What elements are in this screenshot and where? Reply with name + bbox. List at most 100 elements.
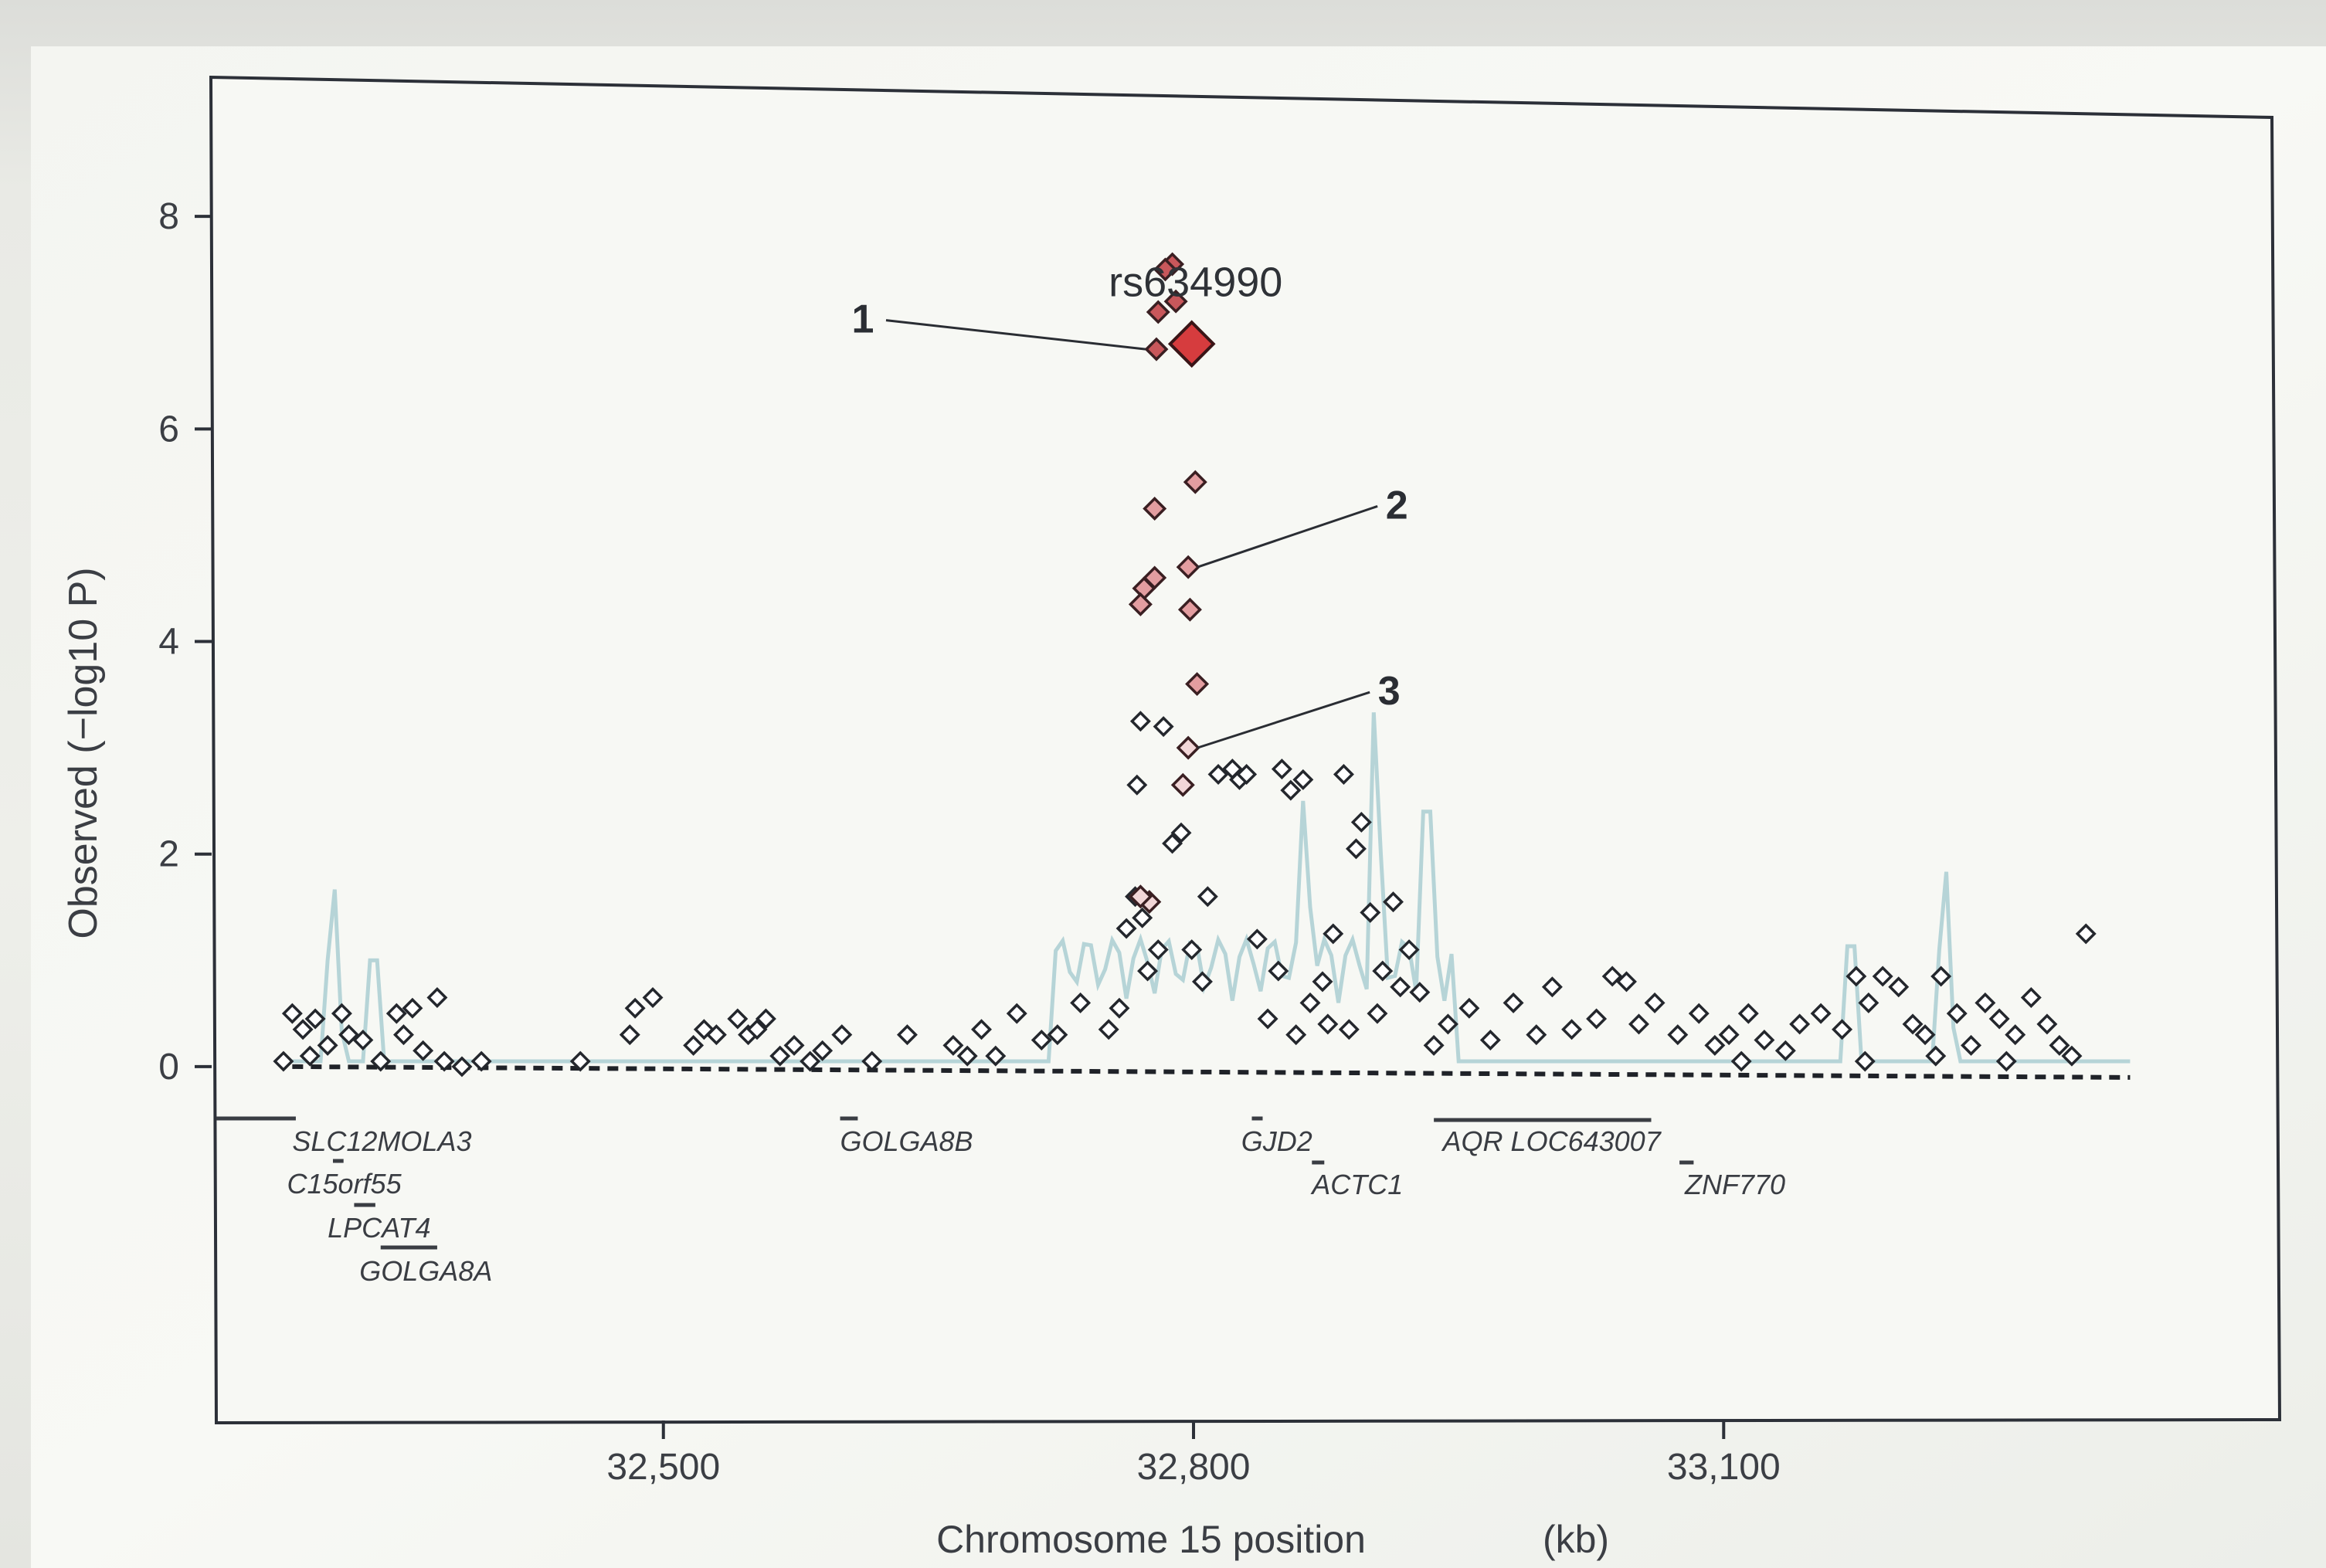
snp-point xyxy=(1902,1013,1924,1035)
snp-point xyxy=(1360,901,1381,923)
snp-point xyxy=(352,1030,374,1050)
snp-point xyxy=(385,1003,407,1024)
snp-point xyxy=(299,1045,321,1067)
highlighted-snp-point xyxy=(1143,565,1167,590)
gene-label: GOLGA8A xyxy=(359,1255,492,1287)
snp-point xyxy=(1333,764,1354,785)
snp-point xyxy=(800,1050,821,1072)
snp-point xyxy=(2005,1024,2026,1046)
highlighted-snp-point xyxy=(1146,300,1170,324)
gene-label: GJD2 xyxy=(1241,1125,1312,1157)
snp-point xyxy=(1137,960,1159,982)
snp-point xyxy=(1031,1030,1052,1050)
gene-track: SLC12MOLA3 C15orf55 LPCAT4 GOLGA8A GOLGA8B GJ… xyxy=(216,1116,1785,1287)
snp-point xyxy=(433,1050,455,1072)
annotation-layer: 1 2 3 xyxy=(852,297,1408,749)
highlighted-snp-point xyxy=(1183,470,1207,494)
snp-point xyxy=(370,1050,392,1072)
snp-point xyxy=(402,997,423,1019)
snp-point xyxy=(1914,1024,1936,1046)
y-axis-label: Observed (−log10 P) xyxy=(61,567,106,938)
snp-point xyxy=(1162,833,1183,854)
highlighted-snp-point xyxy=(1143,497,1167,521)
snp-point xyxy=(1561,1019,1583,1040)
snp-point xyxy=(331,1003,352,1024)
snp-point xyxy=(1437,1013,1458,1035)
snp-point xyxy=(812,1040,834,1061)
snp-point xyxy=(1774,1040,1796,1061)
x-axis-label: Chromosome 15 position xyxy=(936,1518,1366,1561)
snp-point xyxy=(1988,1008,2010,1030)
snp-point xyxy=(1312,971,1333,993)
snp-point xyxy=(1975,992,1996,1013)
snp-point xyxy=(1888,976,1910,998)
snp-point xyxy=(1615,971,1637,993)
snp-point xyxy=(1730,1050,1752,1072)
snp-point xyxy=(1153,716,1174,738)
baseline-layer xyxy=(292,1064,2131,1080)
snp-point xyxy=(1109,997,1130,1019)
snp-point xyxy=(1961,1034,1982,1056)
snp-point xyxy=(1423,1034,1445,1056)
snp-point xyxy=(1338,1019,1360,1040)
snp-point xyxy=(683,1034,705,1056)
snp-point xyxy=(1858,992,1879,1013)
highlighted-snp-point xyxy=(1170,772,1195,797)
snp-point xyxy=(426,987,448,1008)
snp-point xyxy=(1946,1003,1968,1024)
axes-layer: 0 2 4 6 8 32,500 32,800 33,100 xyxy=(158,196,1780,1488)
snp-point xyxy=(1271,759,1292,780)
snp-point xyxy=(1207,764,1229,785)
snp-point xyxy=(2075,923,2097,945)
snp-point xyxy=(1832,1019,1853,1040)
highlighted-snp-point xyxy=(1153,257,1177,282)
y-tick-label: 6 xyxy=(158,409,179,450)
x-tick-label: 32,500 xyxy=(606,1447,720,1488)
snp-point xyxy=(1644,992,1666,1013)
highlighted-snp-point xyxy=(1176,735,1200,760)
gene-label: LPCAT4 xyxy=(328,1212,430,1244)
gene-label: ACTC1 xyxy=(1310,1169,1403,1200)
snp-point xyxy=(755,1008,776,1030)
snp-point xyxy=(1170,822,1192,843)
highlighted-snp-point xyxy=(1177,597,1202,622)
snp-point xyxy=(1323,923,1344,945)
snp-point xyxy=(1601,966,1623,987)
snp-point xyxy=(1688,1003,1710,1024)
snp-point xyxy=(1372,960,1394,982)
snp-point xyxy=(304,1008,326,1030)
snp-point xyxy=(1754,1030,1775,1050)
snp-point xyxy=(783,1034,805,1056)
snp-point xyxy=(971,1019,992,1040)
snp-point xyxy=(1526,1024,1547,1046)
snp-point xyxy=(1810,1003,1832,1024)
snp-point xyxy=(1398,939,1420,961)
snp-point xyxy=(642,987,664,1008)
snp-point xyxy=(2049,1034,2070,1056)
y-tick-label: 2 xyxy=(158,834,179,875)
lead-snp-point xyxy=(1167,320,1216,368)
snp-point xyxy=(861,1050,883,1072)
highlighted-snp-point xyxy=(1128,592,1153,616)
snp-point xyxy=(985,1045,1007,1067)
snp-point xyxy=(1285,1024,1307,1046)
snp-point xyxy=(569,1050,591,1072)
annotation-leader-line xyxy=(885,319,1146,351)
snp-point xyxy=(1098,1019,1119,1040)
snp-point xyxy=(1299,992,1321,1013)
recombination-rate-line xyxy=(292,712,2131,1064)
annotation-number: 3 xyxy=(1378,669,1401,714)
lead-snp-label: rs634990 xyxy=(1109,259,1282,305)
snp-point xyxy=(1854,1050,1876,1072)
snp-point xyxy=(1268,960,1289,982)
snp-point xyxy=(1541,976,1563,998)
baseline-dashed-line xyxy=(292,1064,2131,1080)
snp-point xyxy=(1458,997,1480,1019)
x-tick-label: 32,800 xyxy=(1137,1447,1251,1488)
snp-point xyxy=(769,1045,791,1067)
snp-point xyxy=(1667,1024,1689,1046)
snp-point xyxy=(1129,711,1151,732)
snp-point xyxy=(705,1024,727,1046)
snp-point xyxy=(2061,1045,2083,1067)
